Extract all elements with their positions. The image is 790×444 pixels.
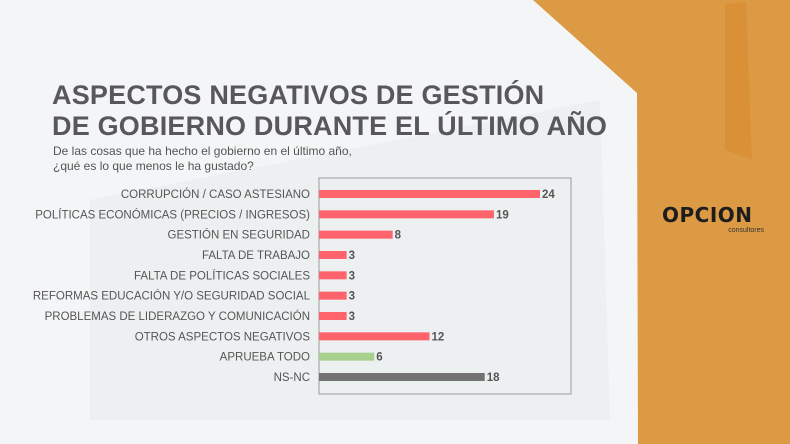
plot-frame <box>318 177 572 395</box>
bar <box>319 271 347 280</box>
bar <box>319 312 347 320</box>
category-label: CORRUPCIÓN / CASO ASTESIANO <box>121 188 310 201</box>
category-label: PROBLEMAS DE LIDERAZGO Y COMUNICACIÓN <box>45 310 310 323</box>
bar <box>319 291 347 300</box>
bar <box>319 332 430 341</box>
bar <box>319 251 347 259</box>
category-label: REFORMAS EDUCACIÓN Y/O SEGURIDAD SOCIAL <box>33 290 311 303</box>
subtitle: De las cosas que ha hecho el gobierno en… <box>53 144 352 174</box>
subtitle-line-2: ¿qué es lo que menos le ha gustado? <box>53 159 254 173</box>
title-line-1: ASPECTOS NEGATIVOS DE GESTIÓN <box>52 80 545 110</box>
value-label: 12 <box>432 331 445 343</box>
category-label: FALTA DE TRABAJO <box>202 250 310 262</box>
value-label: 8 <box>395 230 402 242</box>
bar <box>319 210 494 219</box>
value-label: 3 <box>349 291 355 303</box>
bar <box>319 373 485 381</box>
opcion-logo: OPCION consultores <box>662 204 764 235</box>
value-label: 3 <box>349 270 355 282</box>
bar <box>319 352 375 361</box>
page-title: ASPECTOS NEGATIVOS DE GESTIÓN DE GOBIERN… <box>52 80 607 142</box>
value-label: 3 <box>349 250 355 262</box>
title-line-2: DE GOBIERNO DURANTE EL ÚLTIMO AÑO <box>52 111 608 141</box>
category-label: OTROS ASPECTOS NEGATIVOS <box>135 331 311 343</box>
value-label: 3 <box>349 311 355 323</box>
category-label: APRUEBA TODO <box>220 352 310 364</box>
bar <box>319 230 393 239</box>
subtitle-line-1: De las cosas que ha hecho el gobierno en… <box>53 144 352 158</box>
category-label: FALTA DE POLÍTICAS SOCIALES <box>134 269 310 282</box>
logo-text: OPCION <box>662 203 753 227</box>
value-label: 19 <box>496 209 509 221</box>
value-label: 24 <box>542 189 555 201</box>
category-label: NS-NC <box>274 372 310 384</box>
bar <box>319 190 540 198</box>
category-label: GESTIÓN EN SEGURIDAD <box>168 229 311 242</box>
value-label: 18 <box>487 372 500 384</box>
category-label: POLÍTICAS ECONÓMICAS (PRECIOS / INGRESOS… <box>35 208 310 221</box>
value-label: 6 <box>376 352 382 364</box>
logo-subtext: consultores <box>728 227 764 234</box>
